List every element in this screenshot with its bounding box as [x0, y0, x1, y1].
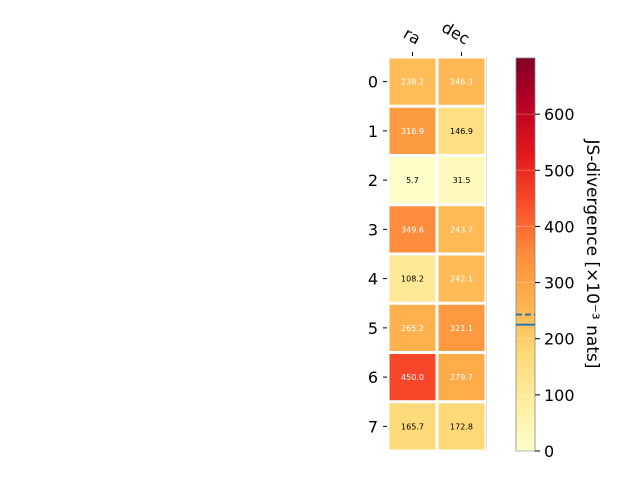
colorbar-tick-label: 100	[544, 386, 575, 405]
row-label: 6	[368, 368, 378, 387]
heatmap-cell	[438, 255, 485, 302]
row-label: 0	[368, 73, 378, 92]
cell-value-label: 316.9	[401, 127, 424, 136]
colorbar-label: JS-divergence [×10⁻³ nats]	[582, 139, 602, 369]
cell-value-label: 146.9	[450, 127, 473, 136]
colorbar-tick-label: 400	[544, 217, 575, 236]
row-label: 1	[368, 122, 378, 141]
heatmap-cell	[389, 255, 436, 302]
heatmap-cell	[389, 403, 436, 450]
row-label: 5	[368, 319, 378, 338]
cell-value-label: 165.7	[401, 422, 424, 431]
heatmap-cell	[438, 403, 485, 450]
heatmap-cell	[389, 354, 436, 401]
heatmap-cell	[438, 206, 485, 253]
cell-value-label: 5.7	[406, 176, 419, 185]
row-axis: 0 1 2 3 4 5 6 7	[368, 73, 387, 436]
colorbar-tick-label: 0	[544, 442, 554, 461]
cell-value-label: 279.7	[450, 373, 473, 382]
heatmap-cell	[438, 58, 485, 105]
colorbar-gradient	[515, 57, 536, 452]
column-label: ra	[400, 24, 424, 49]
heatmap-cell	[438, 354, 485, 401]
cell-value-label: 349.6	[401, 225, 424, 234]
heatmap-cell	[438, 304, 485, 351]
cell-value-label: 450.0	[401, 373, 424, 382]
row-label: 2	[368, 171, 378, 190]
row-label: 4	[368, 270, 378, 289]
column-axis: ra dec	[400, 18, 473, 56]
row-label: 7	[368, 417, 378, 436]
heatmap-cell	[389, 206, 436, 253]
heatmap-cell	[389, 58, 436, 105]
colorbar-tick-label: 300	[544, 274, 575, 293]
cell-value-label: 242.1	[450, 275, 473, 284]
colorbar-tick-label: 600	[544, 105, 575, 124]
heatmap-cell	[389, 107, 436, 154]
colorbar-tick-label: 500	[544, 161, 575, 180]
colorbar: 0 100 200 300 400 500 600	[515, 57, 575, 461]
heatmap-grid: 238.2 246.3 316.9 146.9 5.7 31.5 349.6 243.7 108…	[389, 57, 487, 451]
colorbar-tick-label: 200	[544, 330, 575, 349]
heatmap-cell	[389, 157, 436, 204]
cell-value-label: 108.2	[401, 275, 424, 284]
cell-value-label: 321.1	[450, 324, 473, 333]
heatmap-cell	[438, 107, 485, 154]
cell-value-label: 243.7	[450, 225, 473, 234]
cell-value-label: 238.2	[401, 78, 424, 87]
heatmap-cell	[389, 304, 436, 351]
cell-value-label: 265.2	[401, 324, 424, 333]
cell-value-label: 172.8	[450, 422, 473, 431]
column-label: dec	[439, 18, 473, 49]
cell-value-label: 31.5	[453, 176, 471, 185]
heatmap-cell	[438, 157, 485, 204]
cell-value-label: 246.3	[450, 78, 473, 87]
row-label: 3	[368, 220, 378, 239]
